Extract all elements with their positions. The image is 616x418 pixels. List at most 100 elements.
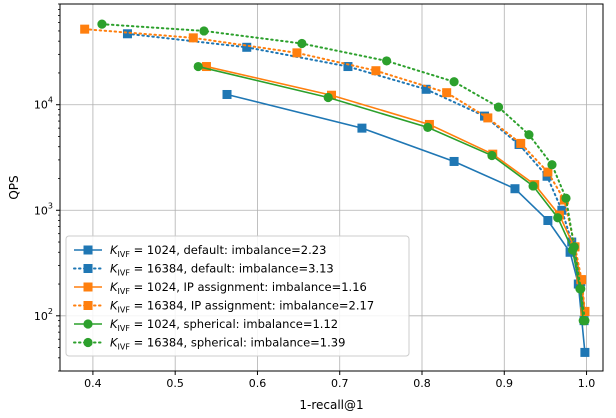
data-point [201, 62, 211, 72]
data-point [122, 29, 132, 39]
legend-box [65, 235, 410, 357]
y-axis-title: QPS [7, 175, 21, 199]
data-point [442, 88, 452, 98]
data-point [323, 92, 333, 103]
legend-symbol: K [110, 280, 119, 294]
data-point [577, 275, 587, 285]
data-point [357, 123, 367, 133]
x-tick-label: 0.6 [249, 377, 267, 390]
legend-label: KIVF = 1024, IP assignment: imbalance=1.… [110, 280, 367, 296]
data-point [193, 61, 203, 72]
data-point [423, 122, 433, 132]
x-axis-title: 1-recall@1 [299, 398, 363, 412]
x-tick-label: 0.7 [331, 377, 349, 390]
data-point [580, 347, 590, 357]
y-tick-base: 10 [34, 310, 48, 323]
data-point [297, 38, 307, 49]
y-tick-label: 103 [34, 201, 53, 217]
legend-rest: = 1024, spherical: imbalance=1.12 [130, 317, 338, 331]
legend-marker [83, 319, 93, 329]
legend-rest: = 16384, spherical: imbalance=1.39 [130, 336, 345, 350]
y-tick-base: 10 [34, 99, 48, 112]
data-point [543, 215, 553, 225]
x-tick-label: 0.5 [166, 377, 184, 390]
legend-subscript: IVF [118, 343, 131, 352]
data-point [553, 213, 563, 223]
y-tick-exp: 4 [48, 96, 53, 105]
data-point [382, 56, 392, 66]
series-6 [97, 19, 590, 326]
data-point [242, 42, 252, 52]
legend-rest: = 16384, default: imbalance=3.13 [130, 262, 334, 276]
legend-label: KIVF = 16384, IP assignment: imbalance=2… [110, 299, 374, 315]
data-point [561, 193, 571, 203]
data-point [528, 181, 538, 191]
legend-entry: KIVF = 1024, default: imbalance=2.23 [74, 243, 326, 259]
legend-label: KIVF = 1024, default: imbalance=2.23 [110, 243, 326, 259]
legend-label: KIVF = 16384, spherical: imbalance=1.39 [110, 336, 345, 352]
legend-marker [83, 301, 93, 310]
legend-subscript: IVF [118, 250, 131, 259]
y-tick-label: 104 [34, 96, 53, 112]
data-point [343, 62, 353, 72]
data-point [547, 160, 557, 170]
data-point [449, 77, 459, 87]
y-tick-base: 10 [34, 204, 48, 217]
legend-entry: KIVF = 1024, spherical: imbalance=1.12 [74, 317, 338, 333]
data-point [449, 156, 459, 166]
data-point [292, 48, 302, 58]
data-point [569, 242, 579, 252]
data-point [543, 167, 553, 177]
data-point [580, 316, 590, 326]
legend-marker [83, 282, 93, 292]
data-point [483, 113, 493, 123]
data-point [576, 284, 586, 294]
x-tick-label: 0.8 [413, 377, 431, 390]
x-tick-label: 1.0 [578, 377, 596, 390]
legend-subscript: IVF [118, 287, 131, 296]
x-tick-label: 0.9 [496, 377, 514, 390]
legend-label: KIVF = 1024, spherical: imbalance=1.12 [110, 317, 338, 333]
plot-frame [59, 3, 604, 372]
legend-rest: = 1024, default: imbalance=2.23 [130, 243, 326, 257]
legend-entry: KIVF = 16384, default: imbalance=3.13 [73, 262, 334, 278]
series-line [100, 23, 586, 322]
data-point [371, 66, 381, 76]
legend-symbol: K [110, 336, 119, 350]
data-point [188, 33, 198, 43]
data-point [97, 19, 107, 29]
data-point [524, 130, 534, 140]
series-line [126, 32, 586, 322]
data-point [487, 150, 497, 161]
legend-rest: = 1024, IP assignment: imbalance=1.16 [130, 280, 367, 294]
legend-marker [83, 264, 93, 273]
y-tick-exp: 2 [48, 307, 53, 316]
legend: KIVF = 1024, default: imbalance=2.23KIVF… [65, 235, 410, 357]
legend-subscript: IVF [118, 306, 131, 315]
data-point [222, 89, 232, 99]
legend-symbol: K [110, 262, 119, 276]
data-point [80, 24, 90, 34]
legend-symbol: K [110, 299, 119, 313]
data-point [580, 306, 590, 316]
legend-rest: = 16384, IP assignment: imbalance=2.17 [130, 299, 374, 313]
data-point [421, 84, 431, 94]
legend-marker [83, 337, 93, 348]
series-layer [80, 19, 590, 357]
legend-marker [83, 245, 93, 255]
legend-entry: KIVF = 1024, IP assignment: imbalance=1.… [74, 280, 367, 296]
y-tick-exp: 3 [48, 201, 53, 210]
data-point [493, 102, 504, 112]
data-point [516, 138, 526, 148]
legend-subscript: IVF [118, 324, 131, 333]
legend-entry: KIVF = 16384, spherical: imbalance=1.39 [73, 336, 345, 352]
data-point [557, 205, 567, 215]
legend-subscript: IVF [118, 269, 131, 278]
grid [60, 4, 603, 371]
legend-label: KIVF = 16384, default: imbalance=3.13 [110, 262, 334, 278]
legend-entry: KIVF = 16384, IP assignment: imbalance=2… [73, 299, 374, 315]
legend-symbol: K [110, 317, 119, 331]
y-tick-label: 102 [34, 307, 53, 323]
